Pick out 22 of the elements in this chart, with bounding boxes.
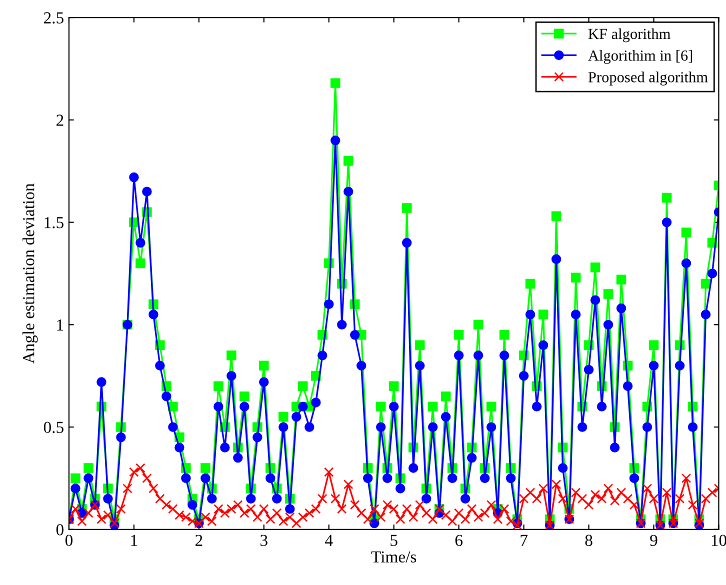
x-tick-label: 9 — [650, 534, 658, 546]
x-tick-label: 6 — [455, 534, 462, 546]
y-axis-title: Angle estimation deviation — [22, 183, 38, 364]
y-tick-label: 2.5 — [44, 12, 64, 24]
y-tick-label: 2 — [56, 114, 64, 126]
legend-label: KF algorithm — [588, 28, 670, 42]
x-tick-label: 8 — [585, 534, 592, 546]
x-tick-label: 10 — [712, 534, 726, 546]
x-tick-label: 5 — [390, 534, 398, 546]
x-tick-label: 7 — [520, 534, 528, 546]
y-tick-label: 1.5 — [44, 217, 64, 228]
y-tick-label: 0.5 — [44, 422, 64, 434]
x-tick-label: 0 — [65, 534, 72, 546]
y-tick-label: 0 — [56, 524, 64, 536]
x-tick-label: 4 — [325, 534, 333, 546]
y-tick-label: 1 — [57, 319, 64, 330]
x-axis-title: Time/s — [371, 551, 416, 563]
legend-label: Proposed algorithm — [588, 72, 708, 86]
x-tick-label: 1 — [131, 534, 138, 546]
legend-label: Algorithim in [6] — [588, 50, 692, 64]
x-tick-label: 2 — [195, 534, 202, 546]
x-tick-label: 3 — [260, 534, 268, 546]
